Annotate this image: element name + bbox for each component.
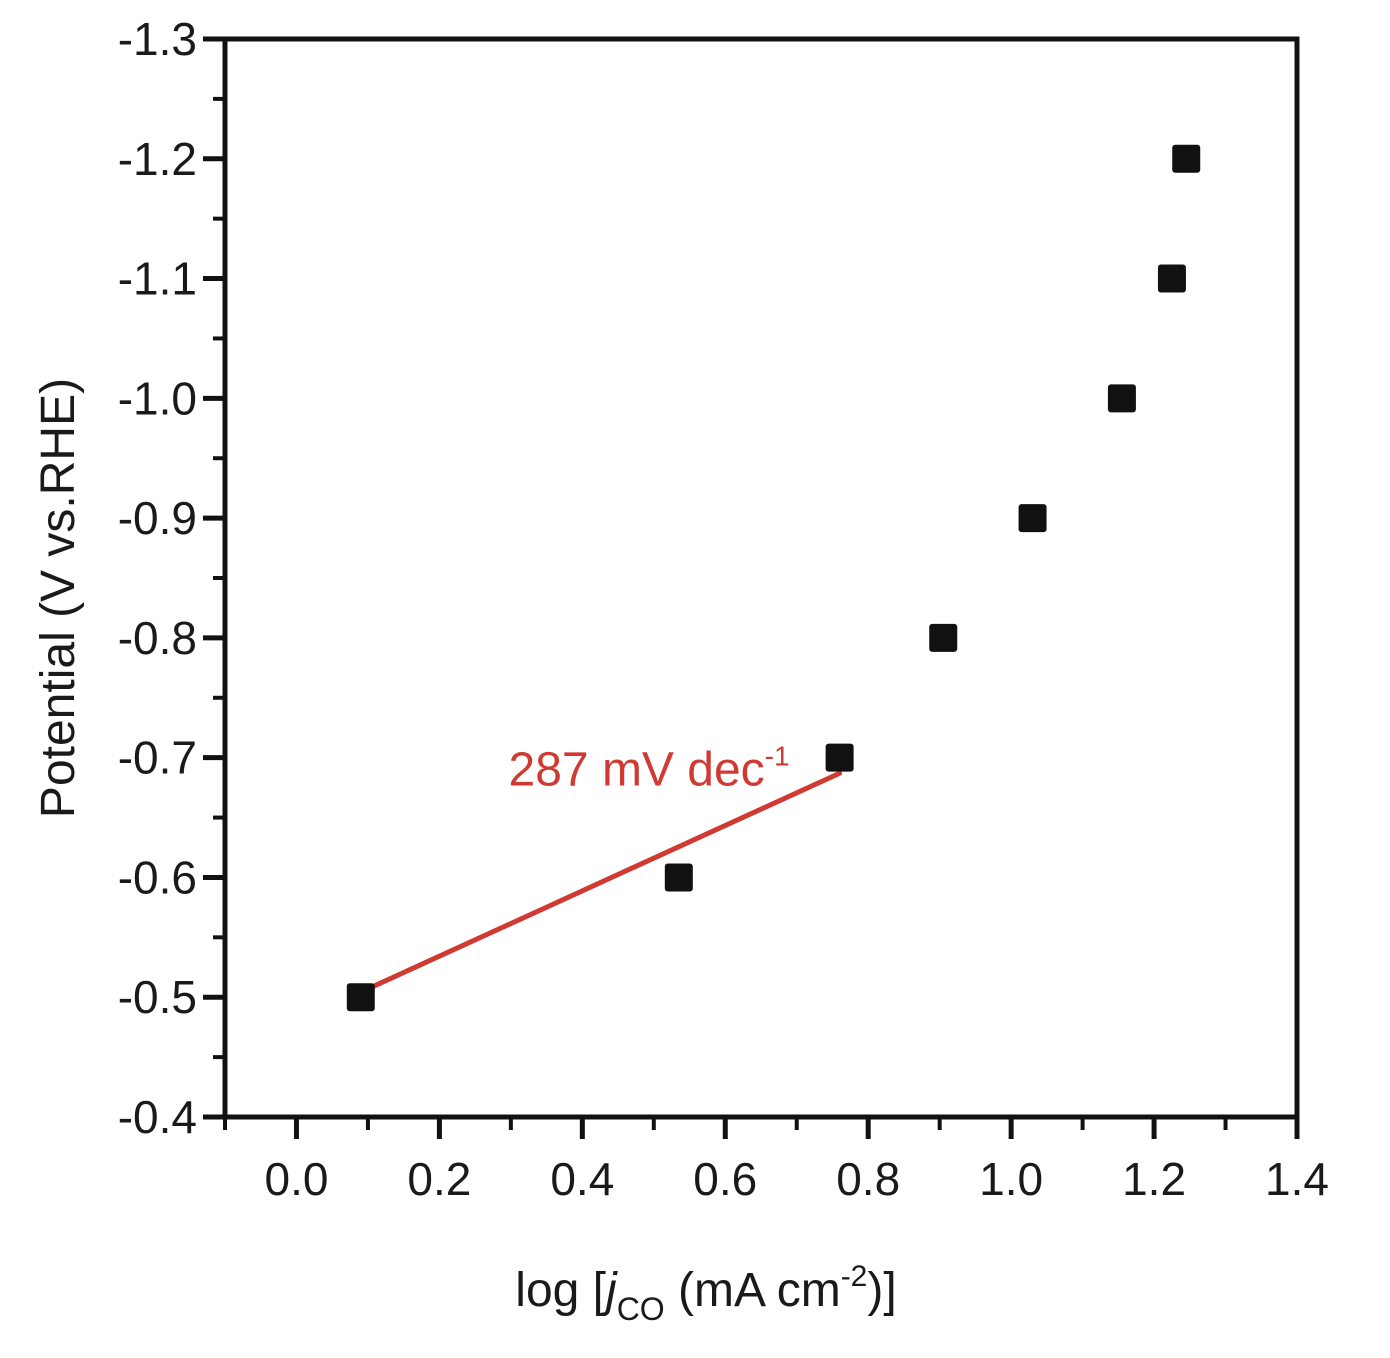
y-tick-label: -1.1 <box>118 253 197 305</box>
data-point <box>1157 264 1186 293</box>
data-point <box>929 623 958 652</box>
y-tick-label: -0.6 <box>118 851 197 903</box>
y-tick-labels: -1.3 -1.2 -1.1 -1.0 -0.9 -0.8 -0.7 -0.6 -0.5 -0.4 <box>118 13 197 1143</box>
plot-frame <box>222 36 1300 1120</box>
slope-annotation-sup: -1 <box>765 741 790 772</box>
data-point <box>1172 144 1201 173</box>
y-tick-label: -0.8 <box>118 612 197 664</box>
x-tick-labels: 0.0 0.2 0.4 0.6 0.8 1.0 1.2 1.4 <box>264 1153 1328 1205</box>
y-tick-label: -0.9 <box>118 492 197 544</box>
y-tick-label: -1.2 <box>118 133 197 185</box>
x-tick-label: 1.2 <box>1122 1153 1186 1205</box>
y-tick-label: -0.4 <box>118 1091 197 1143</box>
x-tick-label: 0.6 <box>693 1153 757 1205</box>
data-point <box>664 863 693 892</box>
data-point <box>825 743 854 772</box>
x-tick-label: 0.8 <box>836 1153 900 1205</box>
x-tick-label: 1.0 <box>979 1153 1043 1205</box>
y-axis-title: Potential (V vs.RHE) <box>32 378 85 818</box>
y-tick-label: -0.7 <box>118 732 197 784</box>
y-tick-label: -1.0 <box>118 372 197 424</box>
data-points <box>346 144 1201 1012</box>
x-tick-label: 0.2 <box>407 1153 471 1205</box>
x-axis-title: log [jCO (mA cm-2)] <box>515 1260 896 1327</box>
data-point <box>346 983 375 1012</box>
y-tick-label: -0.5 <box>118 971 197 1023</box>
data-point <box>1107 384 1136 413</box>
x-tick-label: 0.4 <box>550 1153 614 1205</box>
y-tick-label: -1.3 <box>118 13 197 65</box>
x-axis-title-units: (mA cm <box>665 1264 841 1317</box>
fit-line <box>365 770 843 992</box>
x-axis-title-prefix: log [ <box>515 1264 606 1317</box>
y-axis-ticks <box>203 36 225 1120</box>
x-axis-title-suffix: )] <box>867 1264 896 1317</box>
slope-annotation-text: 287 mV dec <box>509 744 765 797</box>
slope-annotation: 287 mV dec-1 <box>509 741 790 797</box>
data-point <box>1018 504 1047 533</box>
x-axis-title-superscript: -2 <box>841 1260 868 1293</box>
x-tick-label: 1.4 <box>1265 1153 1329 1205</box>
x-axis-title-subscript: CO <box>617 1291 665 1327</box>
y-minor-ticks <box>213 96 225 1060</box>
x-axis-ticks <box>293 1117 1300 1139</box>
x-tick-label: 0.0 <box>264 1153 328 1205</box>
